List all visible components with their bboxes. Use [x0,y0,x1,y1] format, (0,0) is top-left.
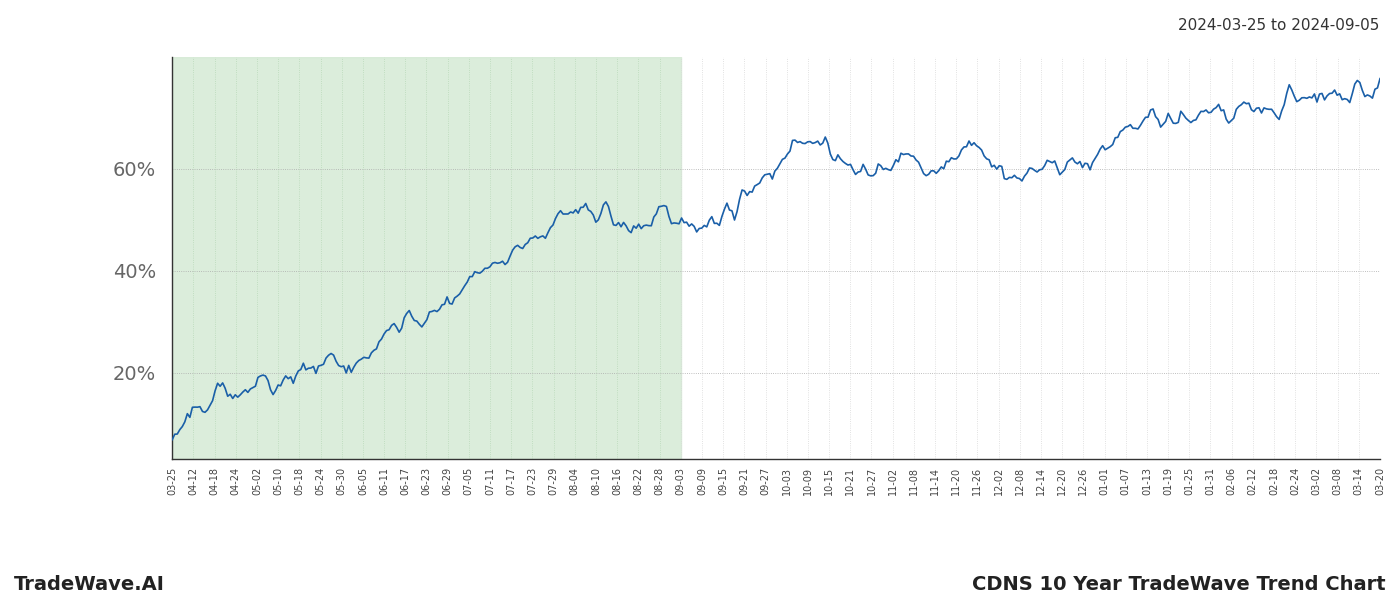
Text: 2024-03-25 to 2024-09-05: 2024-03-25 to 2024-09-05 [1177,18,1379,33]
Text: CDNS 10 Year TradeWave Trend Chart: CDNS 10 Year TradeWave Trend Chart [973,575,1386,594]
Bar [172,57,680,459]
Text: TradeWave.AI: TradeWave.AI [14,575,165,594]
